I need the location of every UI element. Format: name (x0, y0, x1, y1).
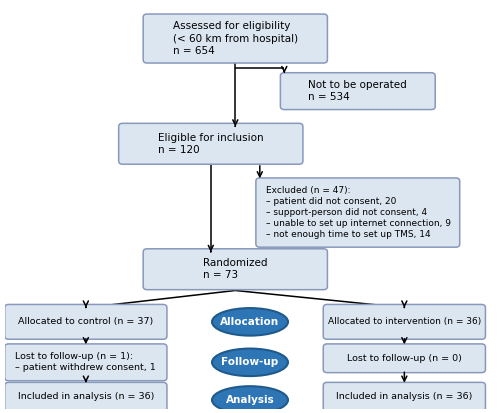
Text: Randomized
n = 73: Randomized n = 73 (203, 258, 268, 280)
Text: Assessed for eligibility
(< 60 km from hospital)
n = 654: Assessed for eligibility (< 60 km from h… (172, 21, 298, 56)
Text: Analysis: Analysis (226, 395, 274, 405)
Text: Lost to follow-up (n = 0): Lost to follow-up (n = 0) (347, 354, 462, 363)
FancyBboxPatch shape (5, 382, 167, 411)
FancyBboxPatch shape (5, 304, 167, 339)
FancyBboxPatch shape (118, 123, 303, 164)
FancyBboxPatch shape (324, 304, 486, 339)
Text: Not to be operated
n = 534: Not to be operated n = 534 (308, 80, 407, 102)
Text: Allocated to intervention (n = 36): Allocated to intervention (n = 36) (328, 317, 481, 326)
Text: Allocation: Allocation (220, 317, 280, 327)
FancyBboxPatch shape (143, 249, 328, 290)
FancyBboxPatch shape (280, 73, 435, 109)
Text: Included in analysis (n = 36): Included in analysis (n = 36) (18, 392, 154, 401)
FancyBboxPatch shape (256, 178, 460, 247)
Text: Follow-up: Follow-up (222, 357, 278, 367)
Ellipse shape (212, 308, 288, 336)
FancyBboxPatch shape (5, 344, 167, 381)
Text: Excluded (n = 47):
– patient did not consent, 20
– support-person did not consen: Excluded (n = 47): – patient did not con… (266, 186, 450, 239)
Text: Included in analysis (n = 36): Included in analysis (n = 36) (336, 392, 472, 401)
Text: Eligible for inclusion
n = 120: Eligible for inclusion n = 120 (158, 133, 264, 155)
Ellipse shape (212, 349, 288, 376)
Text: Lost to follow-up (n = 1):
– patient withdrew consent, 1: Lost to follow-up (n = 1): – patient wit… (14, 352, 156, 373)
FancyBboxPatch shape (143, 14, 328, 63)
FancyBboxPatch shape (324, 382, 486, 411)
Ellipse shape (212, 386, 288, 413)
FancyBboxPatch shape (324, 344, 486, 373)
Text: Allocated to control (n = 37): Allocated to control (n = 37) (18, 317, 154, 326)
